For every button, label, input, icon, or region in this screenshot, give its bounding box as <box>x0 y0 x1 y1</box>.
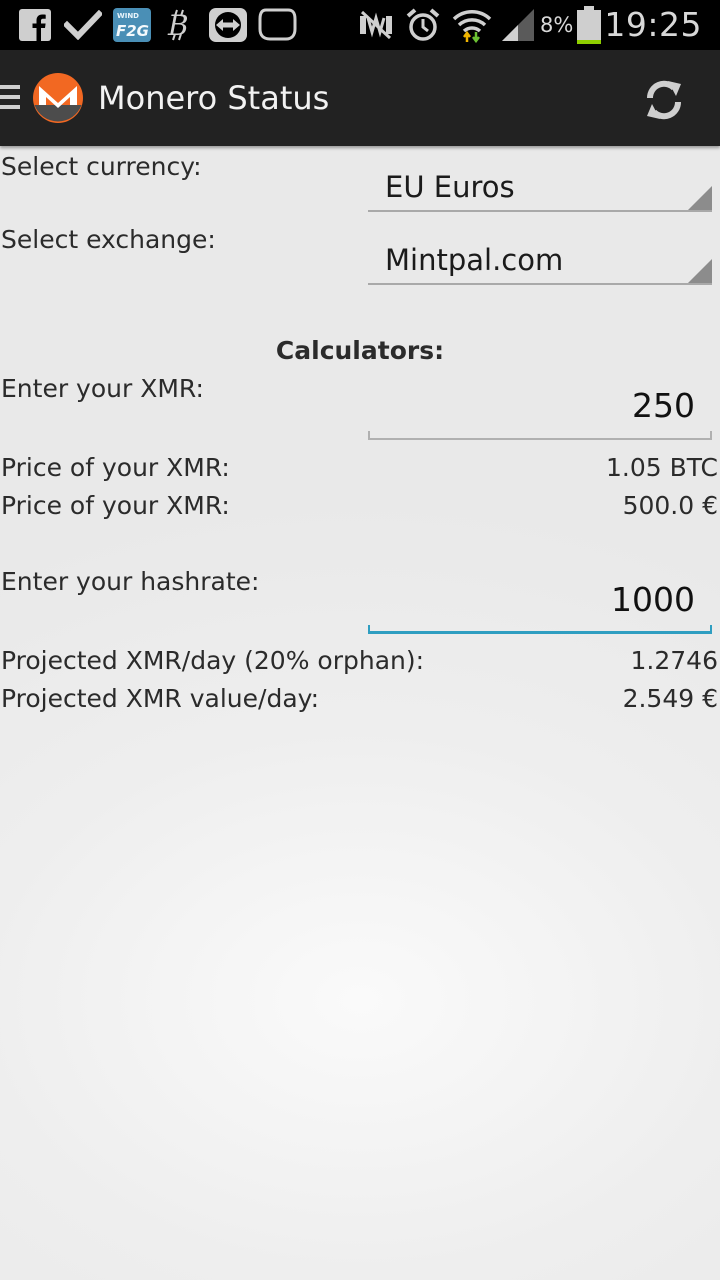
mute-icon <box>356 7 396 43</box>
projected-xmr-value: 1.2746 <box>630 646 718 675</box>
price-btc-label: Price of your XMR: <box>1 453 230 482</box>
exchange-selected-value: Mintpal.com <box>385 243 564 277</box>
wind-label: WIND <box>117 12 139 20</box>
battery-percent: 8% <box>540 13 574 37</box>
action-bar: Monero Status <box>0 50 720 146</box>
dropdown-arrow-icon <box>688 259 712 283</box>
xmr-amount-input[interactable]: 250 <box>368 386 712 440</box>
signal-icon <box>500 7 536 43</box>
svg-text:B: B <box>167 9 189 42</box>
hashrate-label: Enter your hashrate: <box>1 567 260 596</box>
chat-bubble-icon <box>256 7 298 43</box>
hashrate-value: 1000 <box>611 580 695 619</box>
alarm-icon <box>404 7 442 43</box>
refresh-icon <box>646 80 682 120</box>
projected-value-label: Projected XMR value/day: <box>1 684 320 713</box>
exchange-label: Select exchange: <box>1 225 216 254</box>
input-underline-focused <box>368 625 712 634</box>
clock-time: 19:25 <box>604 5 702 44</box>
wind-f2g-icon: WIND F2G <box>112 7 152 43</box>
xmr-amount-value: 250 <box>632 386 695 425</box>
monero-logo-icon[interactable] <box>32 72 84 124</box>
teamviewer-icon <box>208 7 248 43</box>
f2g-label: F2G <box>116 22 149 40</box>
currency-label: Select currency: <box>1 152 202 181</box>
currency-spinner[interactable]: EU Euros <box>368 164 712 212</box>
projected-value-value: 2.549 € <box>622 684 718 713</box>
checkmark-icon <box>64 7 102 43</box>
input-underline <box>368 431 712 440</box>
app-title: Monero Status <box>98 79 330 117</box>
wifi-icon <box>452 7 492 43</box>
status-bar: WIND F2G B <box>0 0 720 50</box>
exchange-spinner[interactable]: Mintpal.com <box>368 237 712 285</box>
projected-xmr-label: Projected XMR/day (20% orphan): <box>1 646 425 675</box>
refresh-button[interactable] <box>636 72 692 128</box>
currency-selected-value: EU Euros <box>385 170 515 204</box>
dropdown-arrow-icon <box>688 186 712 210</box>
hashrate-input[interactable]: 1000 <box>368 580 712 634</box>
battery-icon <box>576 6 602 44</box>
price-eur-value: 500.0 € <box>622 491 718 520</box>
bitcoin-icon: B <box>164 7 194 43</box>
hamburger-menu-icon[interactable] <box>0 85 20 113</box>
facebook-icon <box>18 7 52 43</box>
price-eur-label: Price of your XMR: <box>1 491 230 520</box>
calculators-heading: Calculators: <box>275 336 445 365</box>
xmr-amount-label: Enter your XMR: <box>1 374 204 403</box>
price-btc-value: 1.05 BTC <box>605 453 718 482</box>
